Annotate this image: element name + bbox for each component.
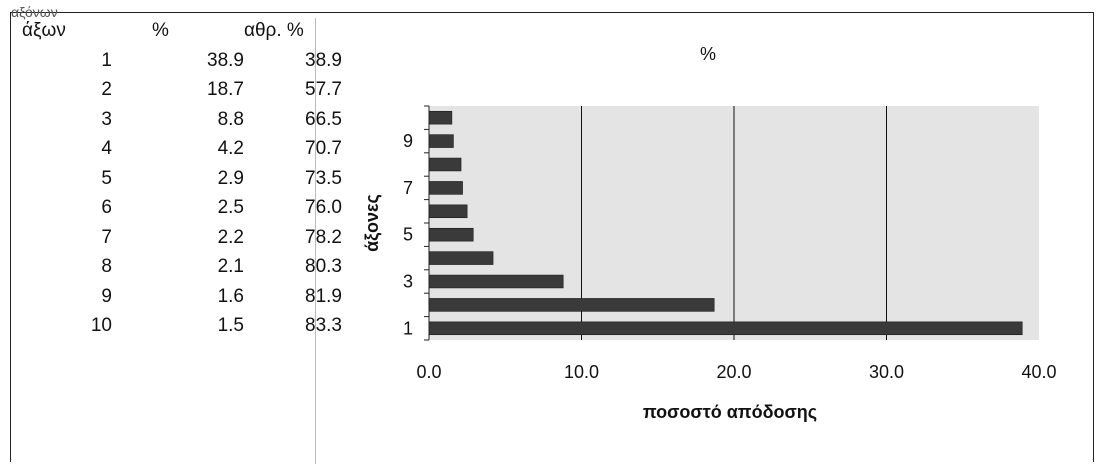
cell-percent: 1.6 bbox=[217, 285, 244, 307]
cell-cumulative: 66.5 bbox=[305, 108, 342, 130]
x-tick-label: 20.0 bbox=[716, 362, 751, 382]
bar-chart: % ποσοστό απόδοσης άξονες 0.0 10.0 20.0 30.… bbox=[362, 44, 1057, 422]
bar bbox=[428, 157, 462, 172]
table-header-row: άξων % αθρ. % bbox=[22, 16, 342, 46]
cell-percent: 18.7 bbox=[207, 79, 244, 101]
cell-axis: 8 bbox=[101, 256, 112, 278]
cell-cumulative: 83.3 bbox=[305, 315, 342, 337]
figure-frame: αξόνων bbox=[10, 4, 1094, 462]
bar bbox=[428, 181, 463, 195]
y-tick-label: 9 bbox=[403, 131, 413, 151]
cell-axis: 2 bbox=[101, 79, 112, 101]
cell-axis: 5 bbox=[101, 167, 112, 189]
table-row: 2 18.7 57.7 bbox=[22, 76, 342, 106]
cell-cumulative: 70.7 bbox=[305, 138, 342, 160]
cell-axis: 3 bbox=[101, 108, 112, 130]
bar bbox=[428, 204, 468, 219]
cell-percent: 2.2 bbox=[217, 226, 244, 248]
bar bbox=[428, 298, 715, 312]
table-row: 7 2.2 78.2 bbox=[22, 223, 342, 253]
cell-cumulative: 57.7 bbox=[305, 79, 342, 101]
cell-cumulative: 73.5 bbox=[305, 167, 342, 189]
cell-percent: 2.5 bbox=[217, 197, 244, 219]
cell-percent: 2.1 bbox=[217, 256, 244, 278]
table-row: 1 38.9 38.9 bbox=[22, 46, 342, 76]
y-tick-label: 3 bbox=[403, 272, 413, 292]
table-row: 3 8.8 66.5 bbox=[22, 105, 342, 135]
cell-axis: 7 bbox=[101, 226, 112, 248]
y-tick-label: 7 bbox=[403, 178, 413, 198]
y-axis-label: άξονες bbox=[362, 194, 383, 252]
x-ticks: 0.0 10.0 20.0 30.0 40.0 bbox=[416, 362, 1056, 382]
table-row: 5 2.9 73.5 bbox=[22, 164, 342, 194]
cell-cumulative: 38.9 bbox=[305, 49, 342, 71]
x-tick-label: 0.0 bbox=[416, 362, 441, 382]
cell-percent: 1.5 bbox=[217, 315, 244, 337]
cell-cumulative: 76.0 bbox=[305, 197, 342, 219]
bar bbox=[428, 321, 1023, 336]
bar bbox=[428, 251, 494, 265]
cell-percent: 2.9 bbox=[217, 167, 244, 189]
bar bbox=[428, 134, 454, 148]
chart-title: % bbox=[700, 44, 716, 64]
table-row: 6 2.5 76.0 bbox=[22, 194, 342, 224]
x-tick-label: 30.0 bbox=[869, 362, 904, 382]
x-tick-label: 10.0 bbox=[564, 362, 599, 382]
x-tick-label: 40.0 bbox=[1021, 362, 1056, 382]
cell-axis: 10 bbox=[90, 315, 112, 337]
y-tick-label: 1 bbox=[403, 318, 413, 338]
cell-axis: 9 bbox=[101, 285, 112, 307]
data-table: άξων % αθρ. % 1 38.9 38.9 2 18.7 57.7 3 8.8 66… bbox=[22, 16, 342, 341]
bar bbox=[428, 110, 453, 125]
bar bbox=[428, 274, 564, 289]
table-row: 4 4.2 70.7 bbox=[22, 135, 342, 165]
x-axis-label: ποσοστό απόδοσης bbox=[643, 402, 817, 422]
table-row: 9 1.6 81.9 bbox=[22, 282, 342, 312]
cell-percent: 8.8 bbox=[217, 108, 244, 130]
cell-percent: 38.9 bbox=[207, 49, 244, 71]
cell-cumulative: 80.3 bbox=[305, 256, 342, 278]
cell-percent: 4.2 bbox=[217, 138, 244, 160]
header-fragment: αξόνων bbox=[11, 4, 58, 20]
bar bbox=[428, 227, 474, 242]
table-row: 8 2.1 80.3 bbox=[22, 253, 342, 283]
cell-axis: 6 bbox=[101, 197, 112, 219]
chart-area: % ποσοστό απόδοσης άξονες 0.0 10.0 20.0 30.… bbox=[315, 18, 1088, 464]
cell-cumulative: 81.9 bbox=[305, 285, 342, 307]
cell-axis: 4 bbox=[101, 138, 112, 160]
cell-axis: 1 bbox=[101, 49, 112, 71]
table-row: 10 1.5 83.3 bbox=[22, 312, 342, 342]
column-header-cumulative: αθρ. % bbox=[244, 20, 304, 41]
column-header-axis: άξων bbox=[22, 20, 66, 41]
column-header-percent: % bbox=[152, 20, 169, 41]
y-tick-label: 5 bbox=[403, 225, 413, 245]
y-ticks: 1 3 5 7 9 bbox=[403, 105, 429, 341]
cell-cumulative: 78.2 bbox=[305, 226, 342, 248]
